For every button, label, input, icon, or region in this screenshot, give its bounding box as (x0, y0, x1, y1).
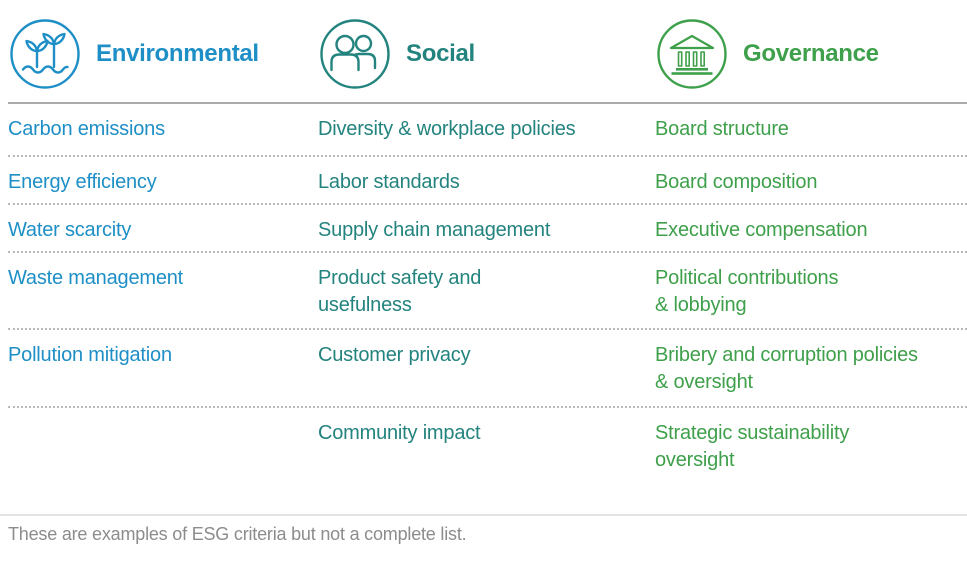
governance-item: Strategic sustainability oversight (655, 422, 850, 471)
criteria-row: Water scarcity Supply chain management E… (8, 205, 967, 253)
environmental-item: Waste management (8, 267, 184, 289)
environmental-item: Water scarcity (8, 219, 132, 241)
environmental-label: Environmental (96, 40, 259, 67)
social-label: Social (406, 40, 475, 67)
social-item: Diversity & workplace policies (318, 118, 576, 140)
people-group-icon (318, 17, 392, 91)
governance-item: Board composition (655, 171, 818, 193)
header-row: Environmental Social (8, 0, 967, 104)
social-item: Labor standards (318, 171, 460, 193)
social-item: Customer privacy (318, 344, 471, 366)
governance-item: Executive compensation (655, 219, 868, 241)
environmental-item: Pollution mitigation (8, 344, 172, 366)
criteria-row: Waste management Product safety and usef… (8, 253, 967, 330)
footer: These are examples of ESG criteria but n… (0, 514, 967, 545)
governance-item: Bribery and corruption policies & oversi… (655, 344, 918, 393)
governance-header: Governance (655, 0, 967, 102)
environmental-item: Carbon emissions (8, 118, 165, 140)
environmental-item (8, 408, 318, 514)
social-item: Supply chain management (318, 219, 551, 241)
governance-item: Board structure (655, 118, 789, 140)
criteria-row: Pollution mitigation Customer privacy Br… (8, 330, 967, 408)
bank-building-icon (655, 17, 729, 91)
social-header: Social (318, 0, 655, 102)
footer-note: These are examples of ESG criteria but n… (8, 524, 467, 544)
criteria-row: Carbon emissions Diversity & workplace p… (8, 104, 967, 157)
esg-criteria-table: Environmental Social (8, 0, 967, 514)
environmental-header: Environmental (8, 0, 318, 102)
social-item: Community impact (318, 422, 481, 444)
environmental-item: Energy efficiency (8, 171, 157, 193)
governance-label: Governance (743, 40, 879, 67)
seedling-water-icon (8, 17, 82, 91)
criteria-row: Energy efficiency Labor standards Board … (8, 157, 967, 205)
social-item: Product safety and usefulness (318, 267, 482, 316)
governance-item: Political contributions & lobbying (655, 267, 839, 316)
criteria-row: Community impact Strategic sustainabilit… (8, 408, 967, 514)
